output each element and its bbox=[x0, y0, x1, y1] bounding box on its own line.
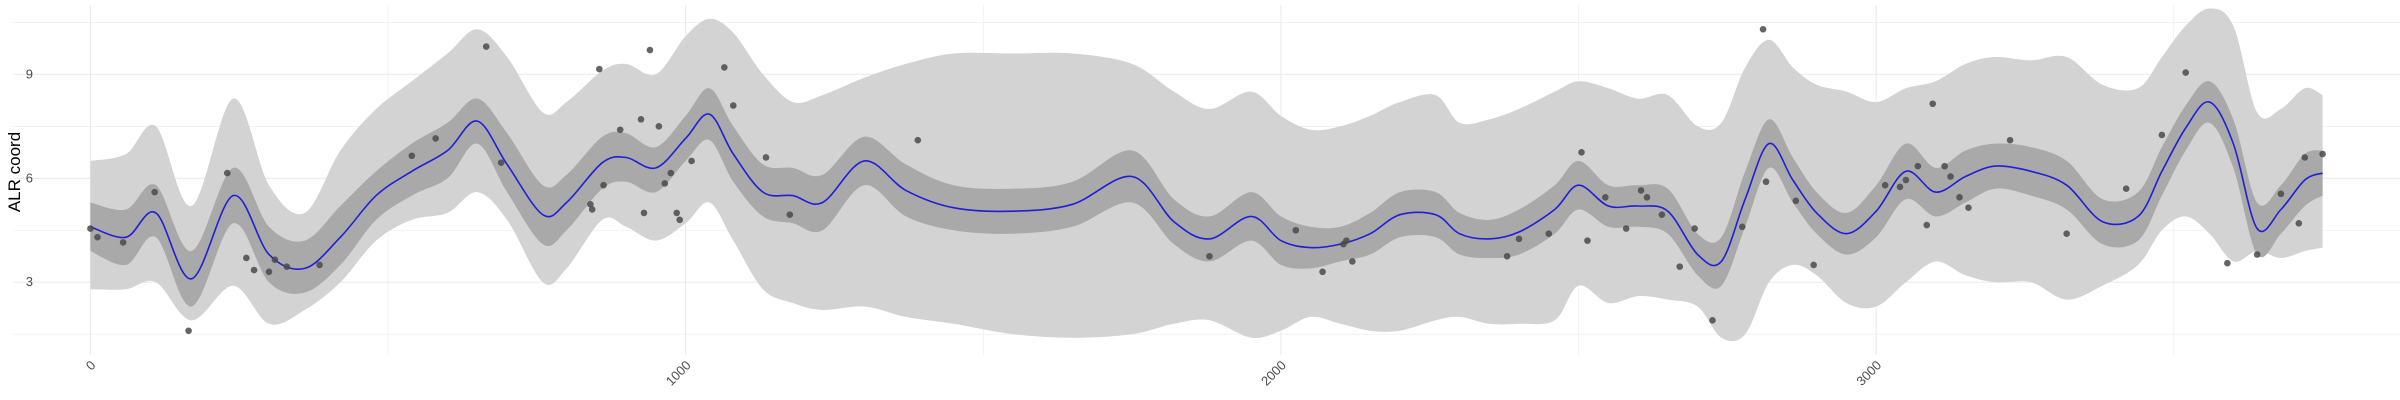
data-point bbox=[2319, 150, 2326, 158]
data-point bbox=[1947, 173, 1954, 180]
data-point bbox=[2224, 259, 2231, 267]
data-point bbox=[250, 266, 258, 274]
data-point bbox=[762, 154, 770, 161]
confidence-bands bbox=[90, 8, 2323, 342]
data-point bbox=[1738, 223, 1746, 231]
data-point bbox=[914, 136, 922, 144]
y-tick-label: 9 bbox=[26, 66, 33, 81]
data-point bbox=[1923, 221, 1931, 229]
data-point bbox=[2277, 190, 2285, 198]
data-point bbox=[243, 254, 250, 262]
data-point bbox=[637, 116, 645, 123]
data-point bbox=[1762, 178, 1770, 186]
data-point bbox=[1709, 317, 1716, 324]
data-point bbox=[1643, 194, 1651, 201]
data-point bbox=[667, 169, 675, 177]
data-point bbox=[497, 159, 505, 166]
data-point bbox=[1584, 237, 1591, 244]
data-point bbox=[87, 225, 94, 232]
data-point bbox=[1602, 194, 1609, 201]
y-tick-label: 6 bbox=[26, 170, 33, 185]
y-axis-title: ALR coord bbox=[5, 132, 24, 212]
data-point bbox=[1676, 263, 1684, 270]
data-point bbox=[223, 169, 231, 177]
data-point bbox=[1206, 252, 1213, 260]
data-point bbox=[185, 327, 192, 335]
data-point bbox=[1349, 258, 1356, 265]
data-point bbox=[676, 216, 683, 224]
data-point bbox=[1881, 181, 1889, 189]
data-point bbox=[316, 261, 323, 269]
data-point bbox=[2006, 136, 2014, 144]
data-point bbox=[587, 200, 594, 208]
data-point bbox=[1637, 187, 1645, 194]
data-point bbox=[265, 268, 273, 276]
data-point bbox=[786, 211, 794, 218]
data-point bbox=[151, 188, 158, 196]
data-point bbox=[1319, 268, 1326, 276]
data-point bbox=[1343, 237, 1350, 244]
data-point bbox=[596, 65, 603, 73]
data-point bbox=[1965, 204, 1972, 212]
data-point bbox=[640, 209, 648, 217]
data-point bbox=[1503, 252, 1511, 260]
data-point bbox=[1515, 235, 1523, 243]
outer-confidence-band bbox=[90, 8, 2323, 342]
data-point bbox=[600, 181, 607, 189]
data-point bbox=[646, 46, 654, 54]
data-point bbox=[673, 209, 681, 217]
data-point bbox=[283, 263, 291, 270]
data-point bbox=[1545, 230, 1553, 238]
data-point bbox=[1792, 197, 1800, 205]
mean-line-layer bbox=[90, 101, 2323, 280]
data-point bbox=[1941, 162, 1948, 170]
data-point bbox=[2063, 230, 2070, 238]
data-point bbox=[2158, 131, 2166, 139]
data-point bbox=[688, 157, 695, 165]
data-point bbox=[2253, 251, 2261, 258]
data-point bbox=[2122, 185, 2130, 192]
data-point bbox=[1759, 25, 1767, 33]
data-point bbox=[616, 126, 624, 134]
data-point bbox=[408, 152, 416, 160]
data-point bbox=[119, 239, 127, 246]
data-point bbox=[1810, 261, 1817, 269]
data-point bbox=[2295, 220, 2303, 227]
data-point bbox=[432, 135, 439, 142]
data-point bbox=[1896, 183, 1904, 191]
inner-confidence-band bbox=[90, 80, 2323, 307]
mean-line bbox=[90, 101, 2323, 280]
data-point bbox=[655, 122, 663, 130]
data-point bbox=[1691, 225, 1698, 232]
data-point bbox=[2301, 154, 2309, 161]
data-point bbox=[271, 256, 279, 264]
data-point bbox=[2182, 69, 2190, 76]
data-point bbox=[661, 180, 669, 187]
data-point bbox=[1956, 194, 1963, 201]
data-point bbox=[588, 206, 596, 213]
data-point bbox=[482, 43, 490, 50]
data-point bbox=[729, 102, 737, 109]
data-point bbox=[1658, 211, 1666, 218]
data-point bbox=[1902, 176, 1910, 184]
data-point bbox=[1292, 226, 1300, 234]
data-point bbox=[1914, 162, 1922, 170]
data-point bbox=[721, 64, 728, 71]
data-point bbox=[94, 233, 101, 241]
data-point bbox=[1622, 225, 1630, 232]
observed-points bbox=[87, 25, 2326, 335]
data-point bbox=[1929, 100, 1937, 108]
y-tick-label: 3 bbox=[26, 274, 33, 289]
data-point bbox=[1578, 148, 1585, 156]
